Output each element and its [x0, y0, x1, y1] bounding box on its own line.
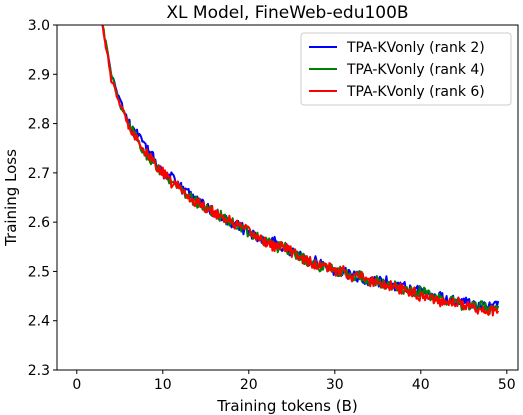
x-tick-label: 30 — [326, 377, 344, 393]
y-tick-label: 2.5 — [28, 264, 50, 280]
y-tick-label: 2.8 — [28, 117, 50, 133]
legend-entry: TPA-KVonly (rank 4) — [346, 62, 485, 78]
y-axis-ticks: 2.3 2.4 2.5 2.6 2.7 2.8 2.9 3.0 — [28, 18, 57, 379]
y-tick-label: 2.6 — [28, 215, 50, 231]
x-axis-ticks: 0 10 20 30 40 50 — [72, 370, 516, 393]
legend: TPA-KVonly (rank 2) TPA-KVonly (rank 4) TP… — [300, 32, 512, 106]
y-tick-label: 2.9 — [28, 67, 50, 83]
legend-box — [300, 32, 512, 106]
x-tick-label: 10 — [154, 377, 172, 393]
y-tick-label: 2.3 — [28, 363, 50, 379]
legend-entry: TPA-KVonly (rank 2) — [346, 40, 485, 56]
y-tick-label: 2.4 — [28, 314, 50, 330]
x-axis-label: Training tokens (B) — [216, 397, 357, 415]
chart-title: XL Model, FineWeb-edu100B — [166, 3, 408, 23]
x-tick-label: 50 — [498, 377, 516, 393]
x-tick-label: 20 — [240, 377, 258, 393]
plot-area — [56, 24, 519, 371]
y-axis-label: Training Loss — [2, 149, 20, 247]
y-tick-label: 2.7 — [28, 166, 50, 182]
x-tick-label: 0 — [72, 377, 81, 393]
legend-entry: TPA-KVonly (rank 6) — [346, 84, 485, 100]
y-tick-label: 3.0 — [28, 18, 50, 34]
x-tick-label: 40 — [412, 377, 430, 393]
plot-frame — [56, 24, 519, 371]
series-line-rank-6 — [101, 25, 500, 317]
